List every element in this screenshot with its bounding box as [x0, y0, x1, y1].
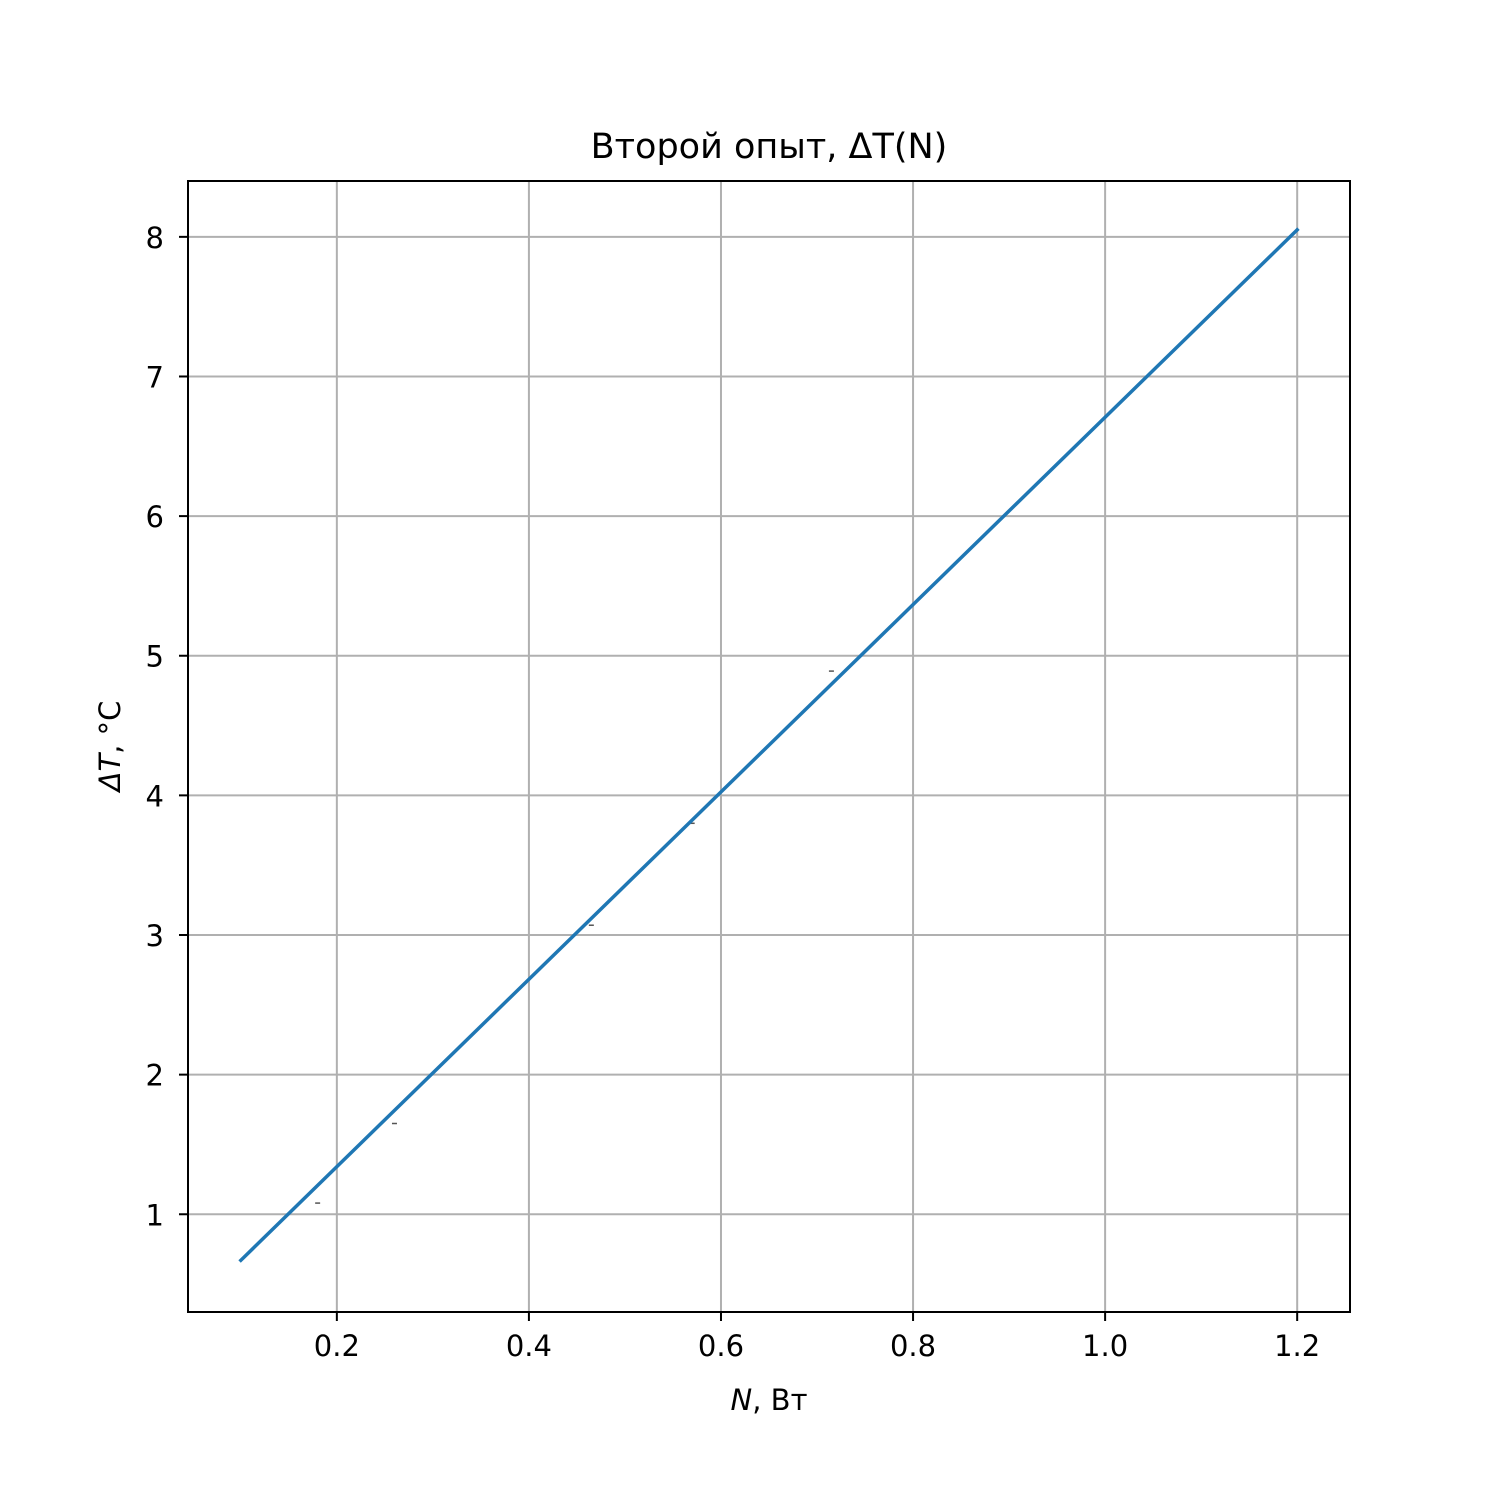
x-axis-label: N, Вт — [731, 1383, 808, 1417]
y-tick-label: 2 — [146, 1059, 164, 1093]
x-tick-label: 0.4 — [506, 1329, 552, 1363]
x-tick-label: 1.2 — [1274, 1329, 1320, 1363]
y-tick-label: 6 — [146, 500, 164, 534]
x-axis-symbol: N — [731, 1383, 753, 1417]
series-line — [238, 227, 1300, 1263]
y-tick-label: 4 — [146, 779, 164, 813]
plot-frame — [187, 180, 1351, 1313]
y-axis-unit: , °C — [93, 701, 127, 754]
y-axis-label: ΔT, °C — [93, 701, 127, 794]
chart-title: Второй опыт, ΔT(N) — [591, 127, 948, 167]
ticks: 0.2 0.4 0.6 0.8 1.0 1.2 1 2 3 4 5 6 7 8 — [146, 221, 1321, 1363]
series-layer — [238, 227, 1300, 1263]
y-tick-label: 5 — [146, 640, 164, 674]
x-tick-label: 1.0 — [1082, 1329, 1128, 1363]
y-tick-label: 7 — [146, 360, 164, 394]
y-tick-label: 1 — [146, 1198, 164, 1232]
y-tick-label: 8 — [146, 221, 164, 255]
grid — [188, 181, 1350, 1312]
y-axis-symbol: ΔT — [93, 752, 127, 794]
y-tick-label: 3 — [146, 919, 164, 953]
x-tick-label: 0.8 — [890, 1329, 936, 1363]
x-tick-label: 0.6 — [698, 1329, 744, 1363]
x-axis-unit: , Вт — [752, 1383, 807, 1417]
x-tick-label: 0.2 — [314, 1329, 360, 1363]
